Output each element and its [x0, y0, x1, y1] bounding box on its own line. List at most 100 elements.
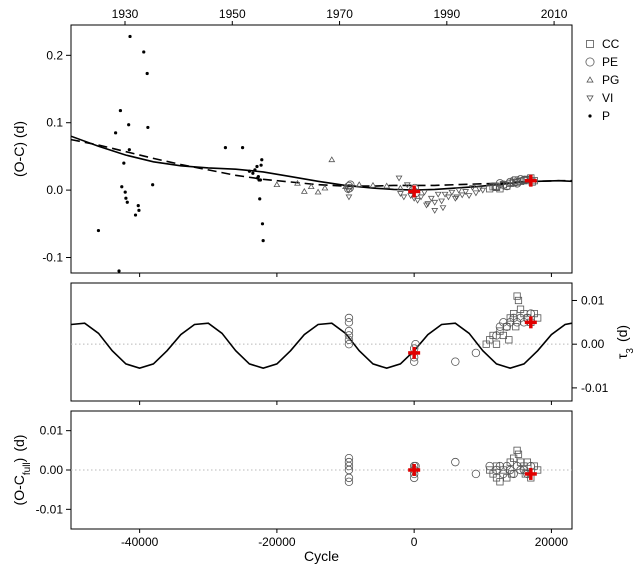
point-vi-top — [448, 189, 456, 196]
legend-marker-pe — [585, 57, 595, 67]
point-pg-top — [369, 181, 377, 188]
legend-label-p: P — [602, 109, 610, 123]
point-pe-top — [345, 183, 354, 193]
y-tick-label-top: 0.1 — [46, 116, 63, 130]
y-tick-label-bottom: 0.00 — [40, 463, 64, 477]
y-axis-label-top: (O-C) (d) — [11, 121, 27, 177]
point-p-top — [123, 190, 127, 194]
point-cc-top — [516, 177, 525, 185]
point-vi-top — [417, 194, 425, 201]
point-cc-bottom — [513, 446, 521, 454]
point-p-top — [151, 183, 155, 187]
y-tick-label-bottom: -0.01 — [36, 502, 64, 516]
point-pg-top — [321, 184, 329, 191]
point-p-top — [260, 158, 264, 162]
point-cc-top — [491, 182, 499, 190]
points-middle — [344, 292, 542, 366]
panel-frames — [70, 24, 573, 530]
point-p-top — [133, 213, 138, 217]
point-p-top — [255, 164, 259, 169]
point-p-top — [223, 146, 228, 150]
point-p-top — [122, 161, 126, 165]
legend-marker-vi — [586, 95, 594, 102]
point-p-top — [137, 208, 141, 212]
point-p-top — [114, 131, 118, 135]
point-pe-bottom — [471, 469, 481, 479]
point-pe-middle — [344, 313, 354, 323]
point-pe-middle — [344, 331, 354, 340]
label-main: (O-C — [11, 475, 27, 505]
legend-label-vi: VI — [602, 91, 613, 105]
point-pe-bottom — [451, 457, 460, 467]
y-axis-label-bottom: (O-Cfull) (d) — [11, 435, 33, 506]
point-cc-middle — [505, 336, 513, 344]
point-p-top — [259, 163, 263, 167]
point-vi-top — [424, 201, 432, 208]
label-close: ) — [11, 458, 27, 463]
unit: (d) — [614, 325, 630, 342]
year-tick-label: 1990 — [433, 7, 460, 21]
point-vi-top — [395, 175, 403, 182]
y-tick-label-middle: 0.01 — [581, 293, 605, 307]
x-tick-label: -40000 — [121, 535, 159, 549]
point-cc-bottom — [534, 466, 542, 474]
point-cc-bottom — [503, 474, 511, 482]
point-pg-top — [328, 156, 336, 163]
unit: (d) — [11, 435, 27, 452]
point-vi-top — [397, 191, 404, 197]
point-pg-top — [383, 182, 391, 189]
point-vi-top — [453, 194, 461, 201]
point-pe-top — [346, 180, 355, 189]
point-cc-middle — [503, 323, 511, 331]
point-p-top — [260, 222, 265, 226]
point-pe-bottom — [344, 477, 354, 486]
points-bottom — [344, 446, 542, 486]
point-p-top — [125, 200, 129, 204]
y-tick-label-top: 0.0 — [46, 183, 63, 197]
legend-entry-pg: PG — [586, 73, 619, 87]
point-pg-top — [355, 181, 363, 188]
curve-ltte-model-middle — [71, 322, 572, 370]
point-mean-middle — [524, 316, 537, 329]
tau-symbol: τ — [614, 353, 630, 359]
point-cc-bottom — [510, 454, 518, 462]
point-cc-top — [496, 185, 504, 193]
point-p-top — [247, 169, 252, 173]
point-vi-top — [479, 187, 487, 194]
point-vi-top — [438, 198, 446, 205]
legend-label-pe: PE — [602, 55, 618, 69]
point-cc-bottom — [508, 470, 516, 478]
point-pe-middle — [344, 326, 354, 336]
point-cc-middle — [492, 340, 501, 348]
point-pg-top — [307, 183, 315, 190]
x-axis-label: Cycle — [304, 548, 339, 564]
point-pe-middle — [471, 348, 481, 358]
point-vi-top — [472, 190, 480, 197]
point-pe-middle — [344, 339, 354, 349]
point-p-top — [117, 269, 121, 273]
point-p-top — [253, 168, 257, 172]
point-vi-top — [469, 185, 476, 191]
point-vi-top — [414, 197, 422, 204]
legend-label-cc: CC — [602, 37, 620, 51]
axis-ticks — [66, 21, 577, 533]
point-mean-bottom — [408, 464, 421, 476]
point-cc-top — [503, 182, 511, 190]
point-vi-top — [403, 182, 411, 189]
point-pe-middle — [344, 335, 354, 345]
point-pe-bottom — [344, 473, 354, 483]
point-p-top — [261, 239, 265, 243]
point-p-top — [127, 148, 131, 152]
point-vi-top — [465, 193, 473, 200]
point-pg-top — [300, 187, 308, 194]
point-vi-top — [421, 189, 428, 196]
point-p-top — [127, 123, 131, 127]
x-tick-label: 20000 — [535, 535, 569, 549]
point-cc-bottom — [514, 450, 523, 458]
data-points — [96, 34, 542, 486]
point-p-top — [136, 204, 140, 208]
panel-frame-bottom — [70, 410, 573, 530]
point-vi-top — [455, 187, 463, 194]
point-vi-top — [458, 192, 466, 199]
legend-entry-cc: CC — [586, 37, 620, 51]
